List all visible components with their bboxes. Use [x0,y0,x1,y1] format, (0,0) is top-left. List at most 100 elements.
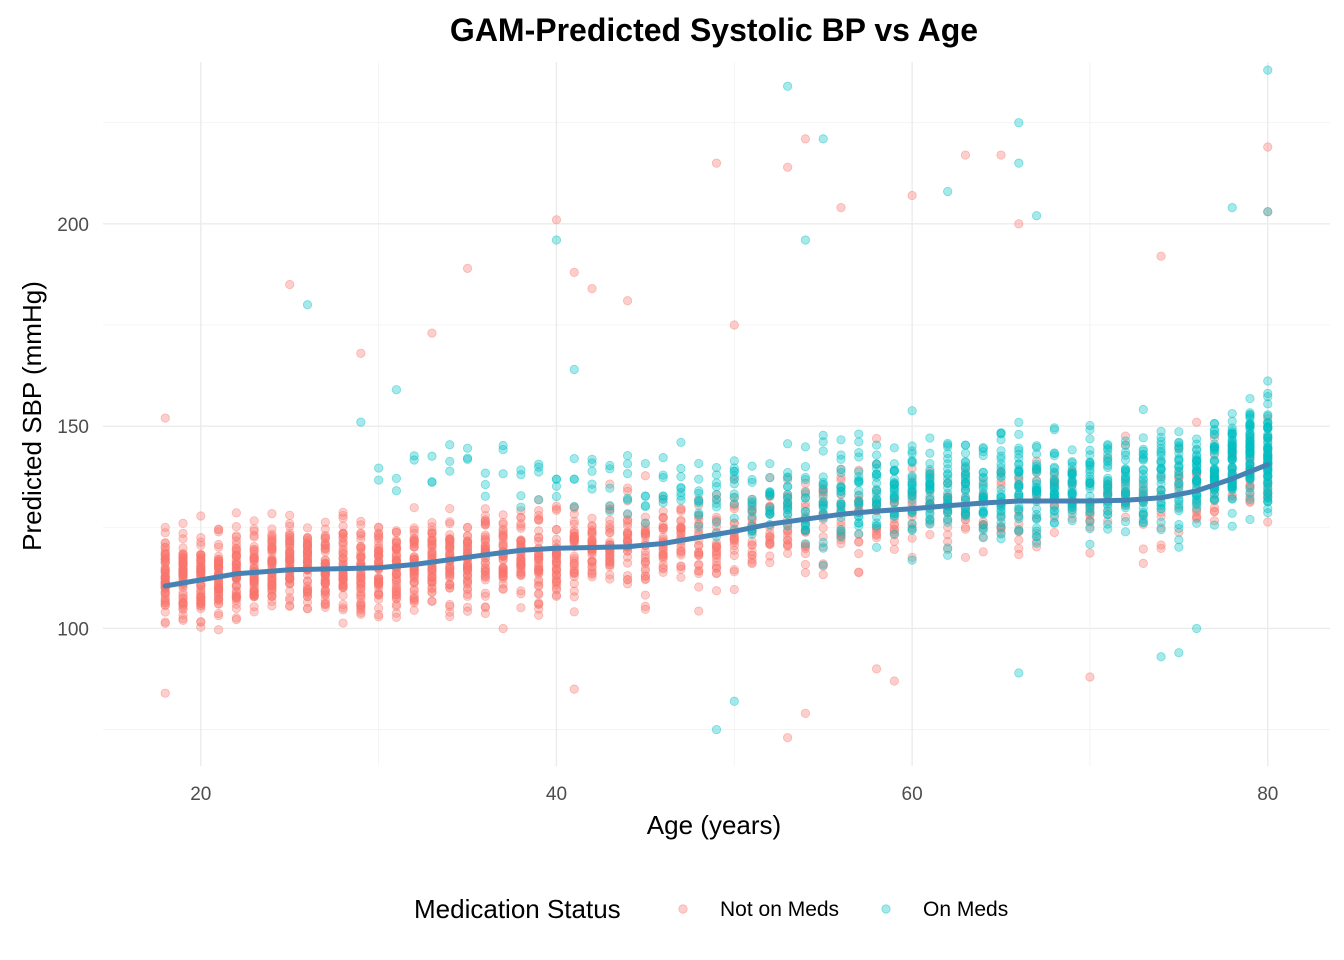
point-not-on-meds [427,577,437,587]
point-not-on-meds [267,580,277,590]
point-not-on-meds [302,587,313,597]
point-not-on-meds [231,595,241,605]
point-on-meds [871,459,882,469]
point-on-meds [1014,480,1024,490]
point-on-meds [622,469,633,479]
point-not-on-meds [374,549,384,559]
point-on-meds [1174,427,1184,437]
point-not-on-meds [551,571,562,581]
point-not-on-meds [178,569,188,580]
point-not-on-meds [391,536,402,547]
point-not-on-meds [160,546,170,556]
point-not-on-meds [302,551,313,561]
point-not-on-meds [160,551,170,561]
point-on-meds [871,521,882,531]
point-not-on-meds [213,585,224,595]
point-not-on-meds [213,563,224,573]
point-on-meds [640,518,650,528]
point-not-on-meds [409,552,419,562]
point-not-on-meds [605,560,615,570]
point-on-meds [943,517,953,527]
point-not-on-meds [196,601,206,611]
point-not-on-meds [302,546,313,556]
point-on-meds [1120,440,1131,451]
point-on-meds [1014,466,1024,476]
point-not-on-meds [267,585,277,596]
point-on-meds [1138,474,1148,484]
point-not-on-meds [729,550,739,561]
point-not-on-meds [427,536,437,546]
point-on-meds [925,469,935,479]
point-on-meds [943,543,953,553]
point-not-on-meds [338,546,348,556]
point-on-meds [765,459,775,469]
point-not-on-meds [374,543,384,553]
point-not-on-meds [196,568,206,578]
point-not-on-meds [427,568,437,578]
point-not-on-meds [267,540,277,551]
point-not-on-meds [498,583,508,594]
point-not-on-meds [213,591,224,601]
point-not-on-meds [213,554,224,565]
point-not-on-meds [196,600,206,610]
point-not-on-meds [445,607,455,617]
point-on-meds [1227,416,1237,426]
point-not-on-meds [338,571,348,582]
point-not-on-meds [445,537,455,547]
grid-minor [103,62,1330,766]
point-not-on-meds [178,549,188,559]
point-not-on-meds [818,570,828,580]
point-not-on-meds [622,521,633,531]
point-not-on-meds [711,560,722,571]
point-not-on-meds [320,555,330,565]
point-not-on-meds [285,593,295,603]
point-not-on-meds [249,577,259,587]
point-on-meds [711,478,722,488]
point-not-on-meds [765,551,775,561]
point-not-on-meds [480,567,490,577]
point-not-on-meds [249,591,259,601]
point-not-on-meds [285,578,295,588]
point-not-on-meds [427,582,437,593]
point-not-on-meds [231,559,241,569]
point-not-on-meds [178,569,188,579]
point-on-meds [800,442,811,452]
point-not-on-meds [302,534,313,544]
point-not-on-meds [462,602,473,612]
point-on-meds [569,501,579,512]
point-not-on-meds [391,544,402,554]
point-not-on-meds [462,531,473,541]
point-not-on-meds [320,586,330,596]
point-not-on-meds [391,538,402,548]
point-not-on-meds [462,536,473,546]
point-on-meds [516,465,526,475]
point-not-on-meds [374,577,384,587]
point-on-meds [1209,419,1220,429]
point-not-on-meds [320,540,330,550]
point-on-meds [800,539,811,549]
point-not-on-meds [462,591,473,601]
point-not-on-meds [516,519,526,529]
point-not-on-meds [516,535,526,545]
point-on-meds [640,491,650,501]
point-not-on-meds [445,517,455,527]
point-on-meds [1049,462,1059,472]
point-not-on-meds [231,586,241,596]
point-not-on-meds [160,552,170,563]
point-on-meds [1103,441,1113,451]
point-not-on-meds [213,560,224,570]
point-on-meds [996,468,1006,478]
point-not-on-meds [178,568,188,578]
point-not-on-meds [480,530,490,540]
point-not-on-meds [445,573,455,583]
point-not-on-meds [302,555,313,565]
point-not-on-meds [356,574,366,584]
point-not-on-meds [338,521,348,531]
point-on-meds [1245,393,1255,404]
point-on-meds [427,451,437,461]
point-not-on-meds [285,554,295,564]
point-not-on-meds [836,203,846,213]
point-not-on-meds [427,541,437,552]
point-not-on-meds [160,563,170,574]
point-not-on-meds [409,534,419,544]
